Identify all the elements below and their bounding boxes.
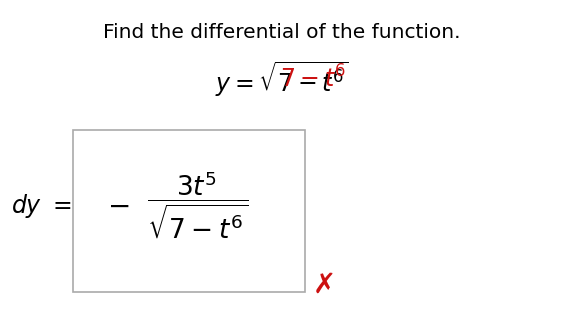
Text: $y = \sqrt{7 - t^{6}}$: $y = \sqrt{7 - t^{6}}$	[215, 60, 349, 99]
Text: ✗: ✗	[312, 271, 336, 299]
Text: $7 - t^{6}$: $7 - t^{6}$	[280, 66, 346, 93]
Text: $dy\ =$: $dy\ =$	[11, 192, 72, 220]
Text: Find the differential of the function.: Find the differential of the function.	[103, 23, 461, 42]
Text: $-$: $-$	[107, 192, 130, 220]
Text: $\dfrac{3t^{5}}{\sqrt{7 - t^{6}}}$: $\dfrac{3t^{5}}{\sqrt{7 - t^{6}}}$	[147, 170, 248, 241]
